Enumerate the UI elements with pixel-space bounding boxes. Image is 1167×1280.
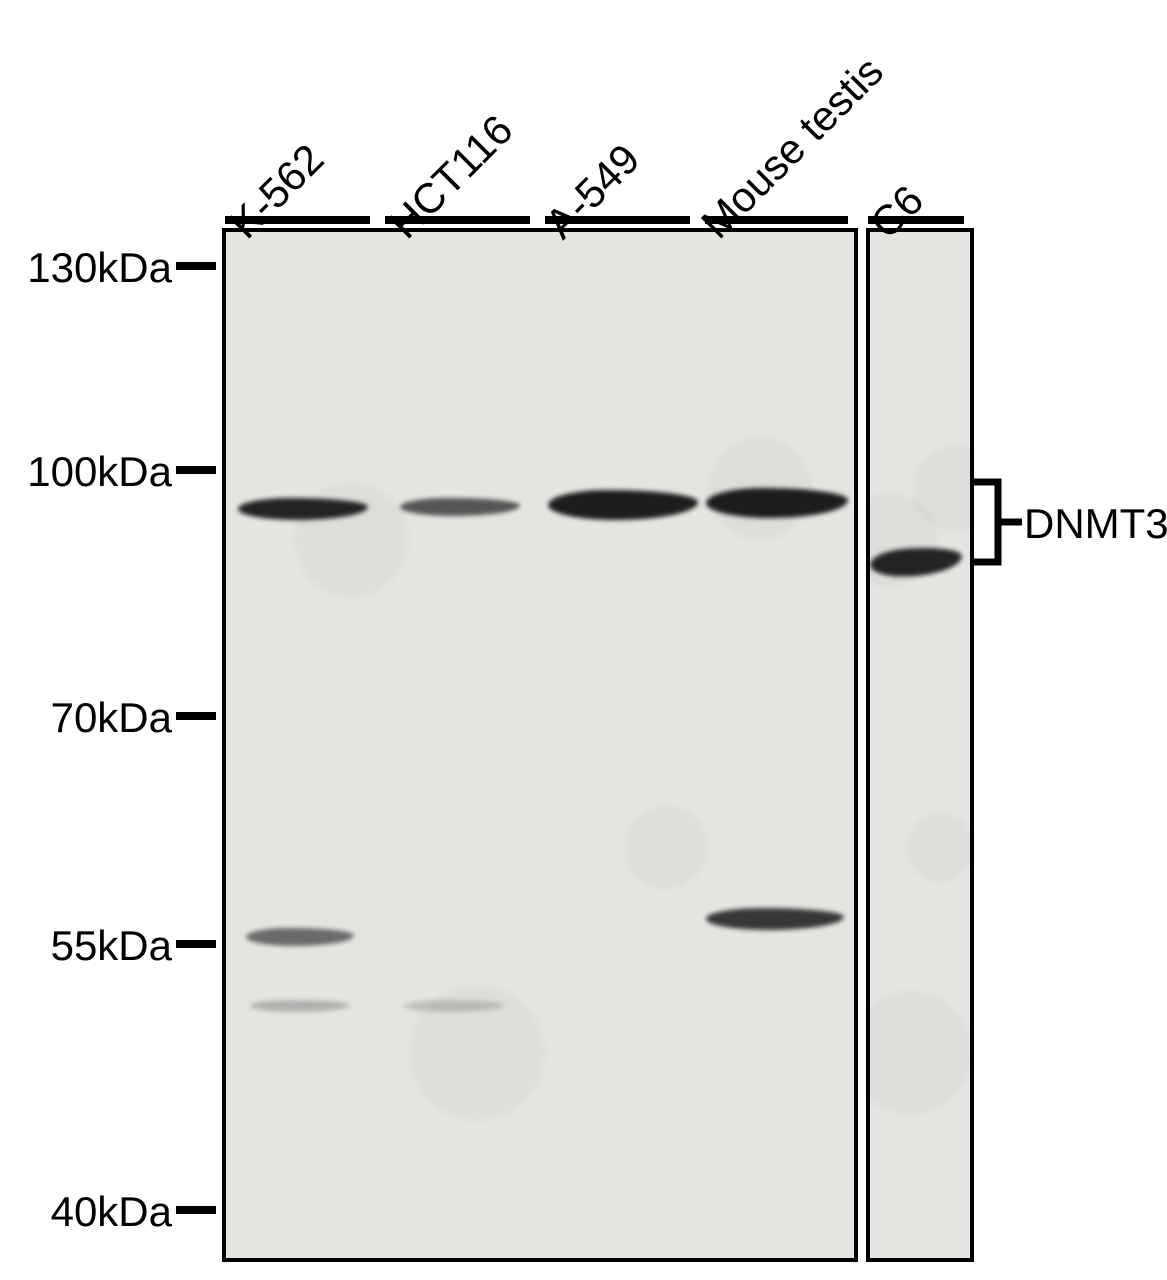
dnmt3b-bracket-icon	[968, 476, 1028, 586]
marker-tick-130	[176, 262, 216, 270]
lane-tick-k562	[225, 216, 370, 224]
marker-tick-40	[176, 1206, 216, 1214]
western-blot-figure: 130kDa 100kDa 70kDa 55kDa 40kDa K-562 HC…	[0, 0, 1167, 1280]
lane-tick-a549	[545, 216, 690, 224]
main-blot-panel	[222, 228, 858, 1262]
lane-tick-mousetestis	[705, 216, 848, 224]
marker-label-70: 70kDa	[0, 694, 172, 742]
lane-label-hct116: HCT116	[380, 106, 522, 248]
marker-label-55: 55kDa	[0, 922, 172, 970]
lane-tick-hct116	[385, 216, 530, 224]
marker-label-40: 40kDa	[0, 1188, 172, 1236]
marker-label-100: 100kDa	[0, 448, 172, 496]
lane-tick-c6	[868, 216, 964, 224]
protein-label-dnmt3b: DNMT3B	[1024, 500, 1167, 548]
marker-tick-70	[176, 712, 216, 720]
marker-tick-55	[176, 940, 216, 948]
marker-tick-100	[176, 466, 216, 474]
side-blot-panel	[866, 228, 974, 1262]
marker-label-130: 130kDa	[0, 244, 172, 292]
